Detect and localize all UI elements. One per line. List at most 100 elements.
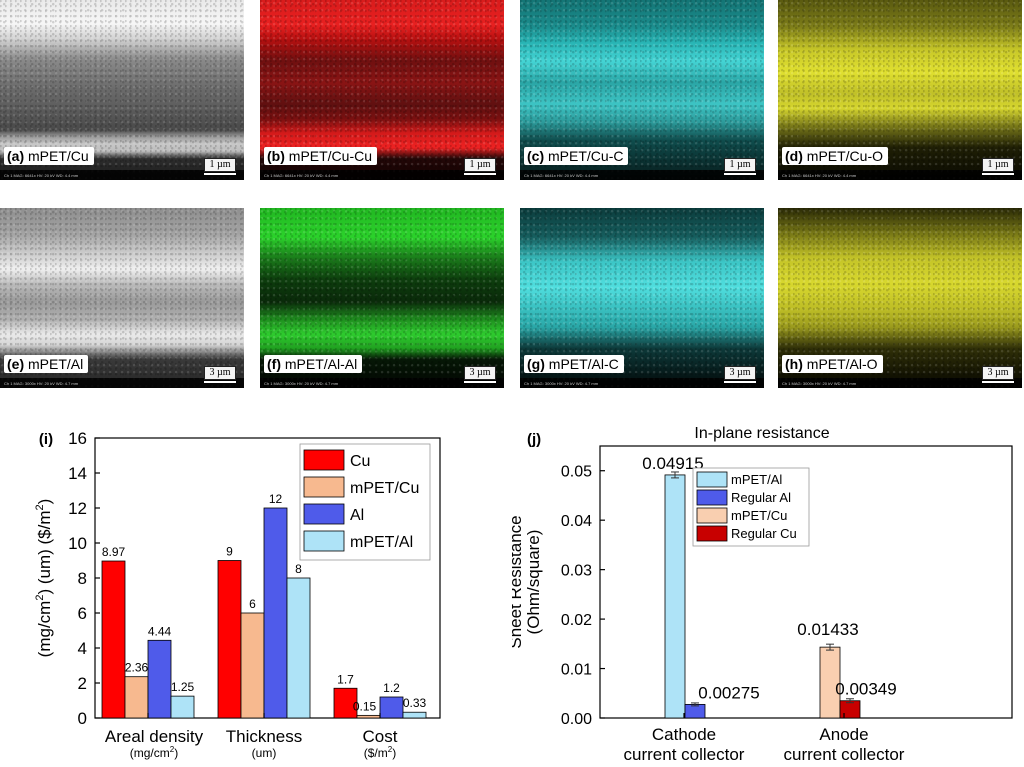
legend-label: mPET/Al [731,472,782,487]
micrograph-label: (e) mPET/Al [4,355,89,373]
bar-value-label: 0.00275 [698,683,759,702]
legend-label: Regular Cu [731,526,797,541]
plot-frame [599,445,1013,719]
sample-name: mPET/Al-O [806,356,878,372]
bar-mpet-al [664,474,686,719]
y-axis-label-unit: (Ohm/square) [524,530,543,635]
scale-bar-label: 1 µm [204,158,236,172]
info-bar [520,170,764,180]
y-tick-label: 0.04 [561,513,592,530]
scale-bar [204,173,236,175]
scale-bar [724,381,756,383]
x-category-label: Anode [819,725,868,744]
bar-mpet-cu [240,612,265,719]
legend-swatch [696,489,728,506]
scale-bar-label: 1 µm [982,158,1014,172]
info-bar [520,378,764,388]
bar-value-label: 6 [249,597,256,611]
y-tick-label: 0 [78,709,87,728]
micrograph-label: (a) mPET/Cu [4,147,94,165]
x-category-unit: (um) [252,746,277,760]
bar-value-label: 1.7 [337,672,354,686]
micrograph-g: Ch 1 MAG: 3000x HV: 20 kV WD: 4.7 mm (g) … [520,208,764,388]
y-tick-label: 8 [78,569,87,588]
scale-bar-label: 3 µm [464,366,496,380]
micrograph-label: (d) mPET/Cu-O [782,147,889,165]
bar-value-label: 8 [295,562,302,576]
micrograph-meta: Ch 1 MAG: 3000x HV: 20 kV WD: 4.7 mm [782,381,857,386]
scale-bar [982,381,1014,383]
panel-letter: (a) [7,148,25,164]
x-category-label: Cathode [652,725,716,744]
y-tick-label: 0.03 [561,563,592,580]
micrograph-label: (h) mPET/Al-O [782,355,883,373]
micrograph-meta: Ch 1 MAG: 3000x HV: 20 kV WD: 4.7 mm [4,381,79,386]
scale-bar [724,173,756,175]
x-category-unit: (mg/cm2) [130,745,178,760]
bar-mpet-cu [356,714,381,719]
legend-label: Cu [350,453,370,470]
x-category-label: Areal density [105,727,204,746]
sample-name: mPET/Cu [28,148,89,164]
panel-letter: (c) [527,148,545,164]
micrograph-meta: Ch 1 MAG: 6641x HV: 20 kV WD: 4.4 mm [264,173,339,178]
y-axis-label: Sheet Resistance [512,515,525,648]
micrograph-a: Ch 1 MAG: 6641x HV: 20 kV WD: 4.4 mm (a) … [0,0,244,180]
scale-bar-label: 1 µm [464,158,496,172]
bar-value-label: 0.01433 [797,620,858,639]
panel-letter: (h) [785,356,803,372]
bar-al [379,696,404,719]
y-tick-label: 10 [68,534,87,553]
micrograph-c: Ch 1 MAG: 6641x HV: 20 kV WD: 4.4 mm (c) … [520,0,764,180]
bar-al [147,639,172,719]
sample-name: mPET/Al-C [548,356,619,372]
panel-label-i: (i) [39,431,53,448]
scale-bar-label: 3 µm [204,366,236,380]
legend-swatch [303,530,345,552]
sample-name: mPET/Al [28,356,84,372]
bar-value-label: 8.97 [102,545,126,559]
legend-label: mPET/Cu [350,480,419,497]
x-category-label: Cost [363,727,398,746]
y-tick-label: 0.01 [561,662,592,679]
micrograph-meta: Ch 1 MAG: 3000x HV: 20 kV WD: 4.7 mm [264,381,339,386]
legend-swatch [303,449,345,471]
sample-name: mPET/Cu-O [806,148,884,164]
scale-bar-label: 3 µm [982,366,1014,380]
y-tick-label: 6 [78,604,87,623]
micrograph-b: Ch 1 MAG: 6641x HV: 20 kV WD: 4.4 mm (b) … [260,0,504,180]
info-bar [778,378,1022,388]
legend-label: mPET/Al [350,534,413,551]
y-tick-label: 12 [68,499,87,518]
micrograph-meta: Ch 1 MAG: 6641x HV: 20 kV WD: 4.4 mm [4,173,79,178]
bar-value-label: 12 [269,492,283,506]
bar-mpet-al [286,577,311,719]
bar-value-label: 9 [226,545,233,559]
micrograph-label: (g) mPET/Al-C [524,355,624,373]
bar-mpet-cu [124,676,149,719]
scale-bar [464,381,496,383]
x-category-label-line2: current collector [784,745,905,760]
bar-value-label: 0.04915 [642,454,703,473]
micrograph-label: (b) mPET/Cu-Cu [264,147,378,165]
y-axis-label: (mg/cm2) (um) ($/m2) [34,499,54,658]
legend-swatch [303,476,345,498]
legend-label: Regular Al [731,490,791,505]
bar-value-label: 1.2 [383,681,400,695]
micrograph-f: Ch 1 MAG: 3000x HV: 20 kV WD: 4.7 mm (f) … [260,208,504,388]
chart-j: (j) In-plane resistance 0.00 0.01 0.02 0.03 0.… [512,425,1013,760]
bar-cu [333,687,358,719]
micrograph-meta: Ch 1 MAG: 3000x HV: 20 kV WD: 4.7 mm [524,381,599,386]
panel-letter: (f) [267,356,281,372]
legend-swatch [696,471,728,488]
panel-letter: (b) [267,148,285,164]
bar-value-label: 0.00349 [835,680,896,699]
panel-label-j: (j) [527,431,541,448]
scale-bar [982,173,1014,175]
micrograph-label: (c) mPET/Cu-C [524,147,629,165]
micrograph-label: (f) mPET/Al-Al [264,355,363,373]
micrograph-h: Ch 1 MAG: 3000x HV: 20 kV WD: 4.7 mm (h) … [778,208,1022,388]
panel-letter: (g) [527,356,545,372]
info-bar [0,378,244,388]
bar-value-label: 4.44 [148,624,172,638]
